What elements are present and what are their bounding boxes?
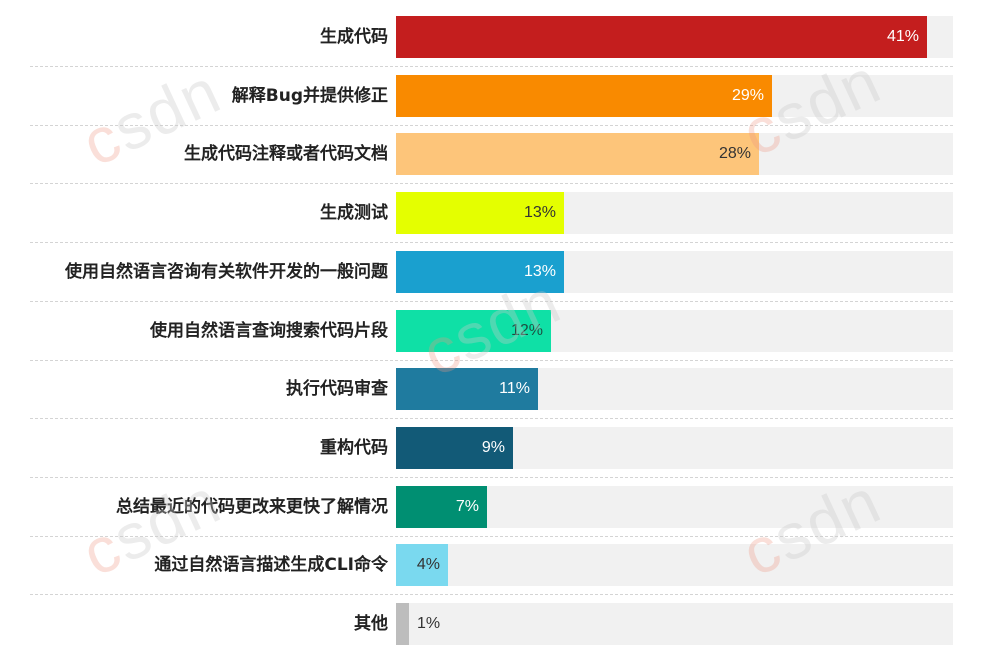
bar	[396, 544, 448, 586]
category-label: 生成测试	[320, 203, 388, 223]
category-label: 总结最近的代码更改来更快了解情况	[116, 497, 388, 517]
value-label: 29%	[731, 87, 764, 104]
row-divider	[30, 594, 953, 595]
category-label: 使用自然语言查询搜索代码片段	[150, 321, 388, 341]
row-divider	[30, 66, 953, 67]
value-label: 12%	[510, 322, 543, 339]
bar	[396, 603, 409, 645]
value-label: 11%	[499, 380, 530, 397]
bar-track: 1%	[396, 603, 953, 645]
bar-track: 41%	[396, 16, 953, 58]
bar-row: 重构代码 9%	[0, 427, 1000, 469]
bar-row: 总结最近的代码更改来更快了解情况 7%	[0, 486, 1000, 528]
bar	[396, 368, 538, 410]
category-label: 重构代码	[320, 438, 388, 458]
category-label: 解释Bug并提供修正	[231, 86, 388, 106]
row-divider	[30, 125, 953, 126]
value-label: 41%	[886, 28, 919, 45]
bar	[396, 192, 564, 234]
value-label: 13%	[523, 204, 556, 221]
row-divider	[30, 418, 953, 419]
category-label: 生成代码注释或者代码文档	[184, 144, 388, 164]
category-label: 通过自然语言描述生成CLI命令	[154, 555, 388, 575]
bar-row: 生成代码注释或者代码文档 28%	[0, 133, 1000, 175]
bar-track: 13%	[396, 192, 953, 234]
bar-track: 4%	[396, 544, 953, 586]
value-label: 4%	[416, 556, 440, 573]
value-label: 7%	[455, 498, 479, 515]
bar	[396, 486, 487, 528]
value-label: 13%	[523, 263, 556, 280]
value-label: 9%	[481, 439, 505, 456]
value-label: 28%	[718, 145, 751, 162]
row-divider	[30, 536, 953, 537]
bar-track: 28%	[396, 133, 953, 175]
row-divider	[30, 183, 953, 184]
value-label: 1%	[417, 615, 441, 632]
row-divider	[30, 477, 953, 478]
bar-row: 通过自然语言描述生成CLI命令 4%	[0, 544, 1000, 586]
row-divider	[30, 301, 953, 302]
category-label: 其他	[354, 614, 388, 634]
bar	[396, 16, 927, 58]
bar-row: 使用自然语言查询搜索代码片段 12%	[0, 310, 1000, 352]
bar-row: 其他 1%	[0, 603, 1000, 645]
bar-row: 使用自然语言咨询有关软件开发的一般问题 13%	[0, 251, 1000, 293]
category-label: 生成代码	[320, 27, 388, 47]
bar-row: 生成代码 41%	[0, 16, 1000, 58]
bar-track: 11%	[396, 368, 953, 410]
row-divider	[30, 360, 953, 361]
bar-track: 9%	[396, 427, 953, 469]
bar-row: 执行代码审查 11%	[0, 368, 1000, 410]
bar-row: 生成测试 13%	[0, 192, 1000, 234]
bar	[396, 310, 551, 352]
bar-track: 12%	[396, 310, 953, 352]
bar-track: 13%	[396, 251, 953, 293]
bar-track: 29%	[396, 75, 953, 117]
category-label: 使用自然语言咨询有关软件开发的一般问题	[65, 262, 388, 282]
bar	[396, 75, 772, 117]
bar-track: 7%	[396, 486, 953, 528]
bar	[396, 133, 759, 175]
bar-row: 解释Bug并提供修正 29%	[0, 75, 1000, 117]
category-label: 执行代码审查	[286, 379, 388, 399]
bar	[396, 251, 564, 293]
bar	[396, 427, 513, 469]
row-divider	[30, 242, 953, 243]
